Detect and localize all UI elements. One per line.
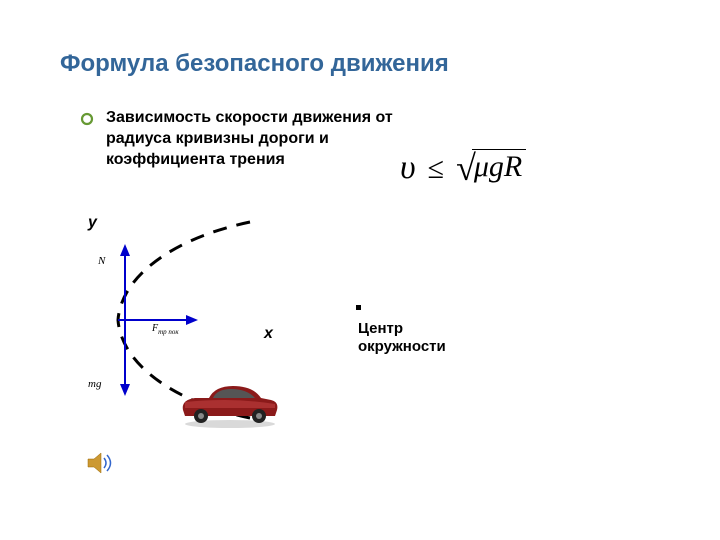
bullet-ring-icon bbox=[80, 112, 94, 126]
slide-title: Формула безопасного движения bbox=[60, 50, 660, 78]
car-icon bbox=[175, 378, 285, 428]
sqrt-content: μgR bbox=[472, 149, 526, 184]
x-arrowhead bbox=[186, 315, 198, 325]
speaker-icon[interactable] bbox=[86, 450, 116, 476]
y-axis-label: y bbox=[88, 214, 97, 232]
y-arrowhead-up bbox=[120, 244, 130, 256]
force-N-label: N bbox=[98, 255, 105, 267]
x-axis-label: x bbox=[264, 325, 273, 343]
bullet-text: Зависимость скорости движения от радиуса… bbox=[106, 108, 406, 170]
center-dot bbox=[356, 305, 361, 310]
slide: Формула безопасного движения Зависимость… bbox=[0, 0, 720, 540]
force-F-label: Fтр пок bbox=[152, 323, 179, 336]
formula: υ ≤ √μgR bbox=[400, 145, 526, 187]
y-arrowhead-down bbox=[120, 384, 130, 396]
formula-le: ≤ bbox=[420, 152, 452, 185]
bullet-item: Зависимость скорости движения от радиуса… bbox=[80, 108, 660, 170]
force-mg-label: mg bbox=[88, 378, 101, 390]
bullet-ring bbox=[82, 114, 92, 124]
formula-v: υ bbox=[400, 149, 416, 186]
center-label: Центр окружности bbox=[358, 320, 446, 356]
